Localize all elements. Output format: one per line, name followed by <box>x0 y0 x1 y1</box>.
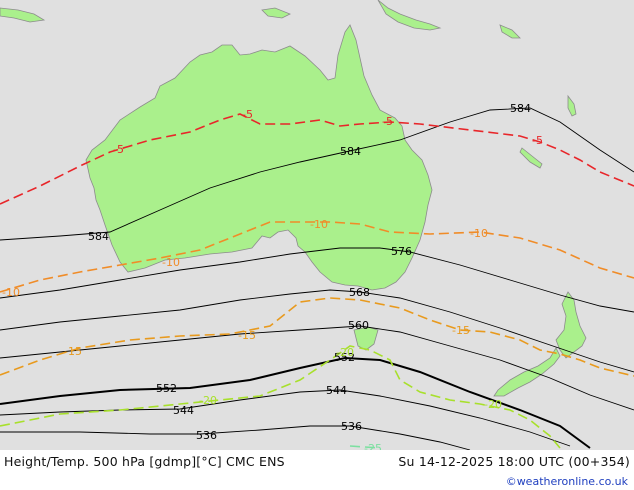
temp-label: -20 <box>484 398 502 411</box>
temp-label: -5 <box>532 134 543 147</box>
forecast-datetime: Su 14-12-2025 18:00 UTC (00+354) <box>398 454 630 469</box>
temp-label: -10 <box>310 218 328 231</box>
temp-label: -15 <box>64 345 82 358</box>
height-contour-568 <box>0 289 634 373</box>
temp-contour-minus10 <box>0 221 634 293</box>
height-label: 552 <box>334 351 355 364</box>
new-zealand-south-island <box>493 347 561 397</box>
timor <box>261 7 291 19</box>
height-label: 560 <box>348 319 369 332</box>
temp-label: -15 <box>238 329 256 342</box>
temp-label: -5 <box>382 115 393 128</box>
height-label: 576 <box>391 245 412 258</box>
height-labels: 584 584 584 576 568 560 552 552 544 544 … <box>88 102 531 442</box>
land-masses <box>0 0 587 397</box>
temperature-labels: -5 -5 -5 -5 -10 -10 -10 -10 -15 -15 -15 … <box>2 108 543 450</box>
vanuatu <box>567 94 577 117</box>
new-caledonia <box>519 147 543 169</box>
credit-link[interactable]: ©weatheronline.co.uk <box>505 475 628 488</box>
temp-label: -10 <box>2 286 20 299</box>
height-label: 568 <box>349 286 370 299</box>
height-label: 536 <box>341 420 362 433</box>
temp-label: -10 <box>162 256 180 269</box>
temp-contour-minus5 <box>0 113 634 205</box>
height-label: 584 <box>510 102 531 115</box>
new-zealand-north-island <box>555 291 587 359</box>
map-footer: Height/Temp. 500 hPa [gdmp][°C] CMC ENS … <box>0 450 634 490</box>
australia-mainland <box>85 24 433 291</box>
height-label: 552 <box>156 382 177 395</box>
temperature-contours <box>0 113 634 449</box>
temp-contour-minus20 <box>0 345 561 449</box>
weather-map: 584 584 584 576 568 560 552 552 544 544 … <box>0 0 634 450</box>
temp-label: -10 <box>470 227 488 240</box>
temp-contour-minus15 <box>0 297 634 377</box>
height-label: 536 <box>196 429 217 442</box>
map-title: Height/Temp. 500 hPa [gdmp][°C] CMC ENS <box>4 454 285 469</box>
height-contour-552 <box>0 356 591 449</box>
temp-label: -15 <box>452 324 470 337</box>
temp-label: -20 <box>336 346 354 359</box>
height-contour-536 <box>0 425 471 450</box>
temp-label: -20 <box>199 394 217 407</box>
new-guinea <box>377 0 442 31</box>
height-label: 544 <box>326 384 347 397</box>
indonesia-islands <box>0 7 46 23</box>
height-label: 584 <box>88 230 109 243</box>
height-contour-584 <box>0 107 634 241</box>
temp-label: -5 <box>242 108 253 121</box>
height-label: 584 <box>340 145 361 158</box>
temp-label: -5 <box>113 143 124 156</box>
height-label: 544 <box>173 404 194 417</box>
temp-label: -25 <box>364 442 382 450</box>
solomon-islands <box>499 24 521 39</box>
height-contour-560 <box>0 325 634 411</box>
height-contour-576 <box>0 247 634 313</box>
temp-contour-minus25 <box>349 445 381 449</box>
